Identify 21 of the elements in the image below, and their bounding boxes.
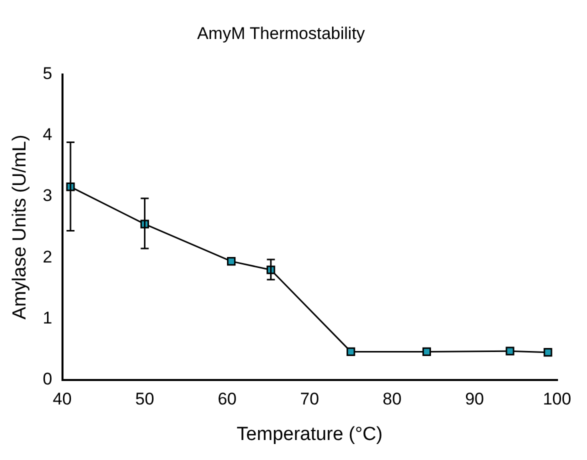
y-axis-title: Amylase Units (U/mL) (10, 134, 31, 320)
point (506, 346, 514, 356)
y-tick-label: 0 (42, 369, 52, 388)
x-tick-label: 90 (465, 390, 484, 409)
x-tick-label: 80 (382, 390, 402, 409)
x-tick-label: 50 (135, 390, 154, 409)
chart-title: AmyM Thermostability (197, 24, 366, 43)
x-tick-label: 100 (542, 390, 572, 409)
point (227, 257, 236, 266)
x-tick-label: 70 (300, 390, 320, 409)
x-tick-label: 60 (218, 390, 237, 409)
x-tick-label: 40 (52, 390, 72, 409)
y-tick-label: 1 (42, 308, 52, 328)
y-tick-label: 4 (42, 125, 52, 144)
point (544, 348, 552, 357)
point (346, 347, 356, 356)
point (422, 347, 432, 356)
y-tick-label: 5 (42, 64, 52, 84)
x-axis-title: Temperature (°C) (236, 424, 383, 445)
y-tick-label: 3 (42, 186, 52, 206)
y-tick-label: 2 (42, 247, 52, 266)
